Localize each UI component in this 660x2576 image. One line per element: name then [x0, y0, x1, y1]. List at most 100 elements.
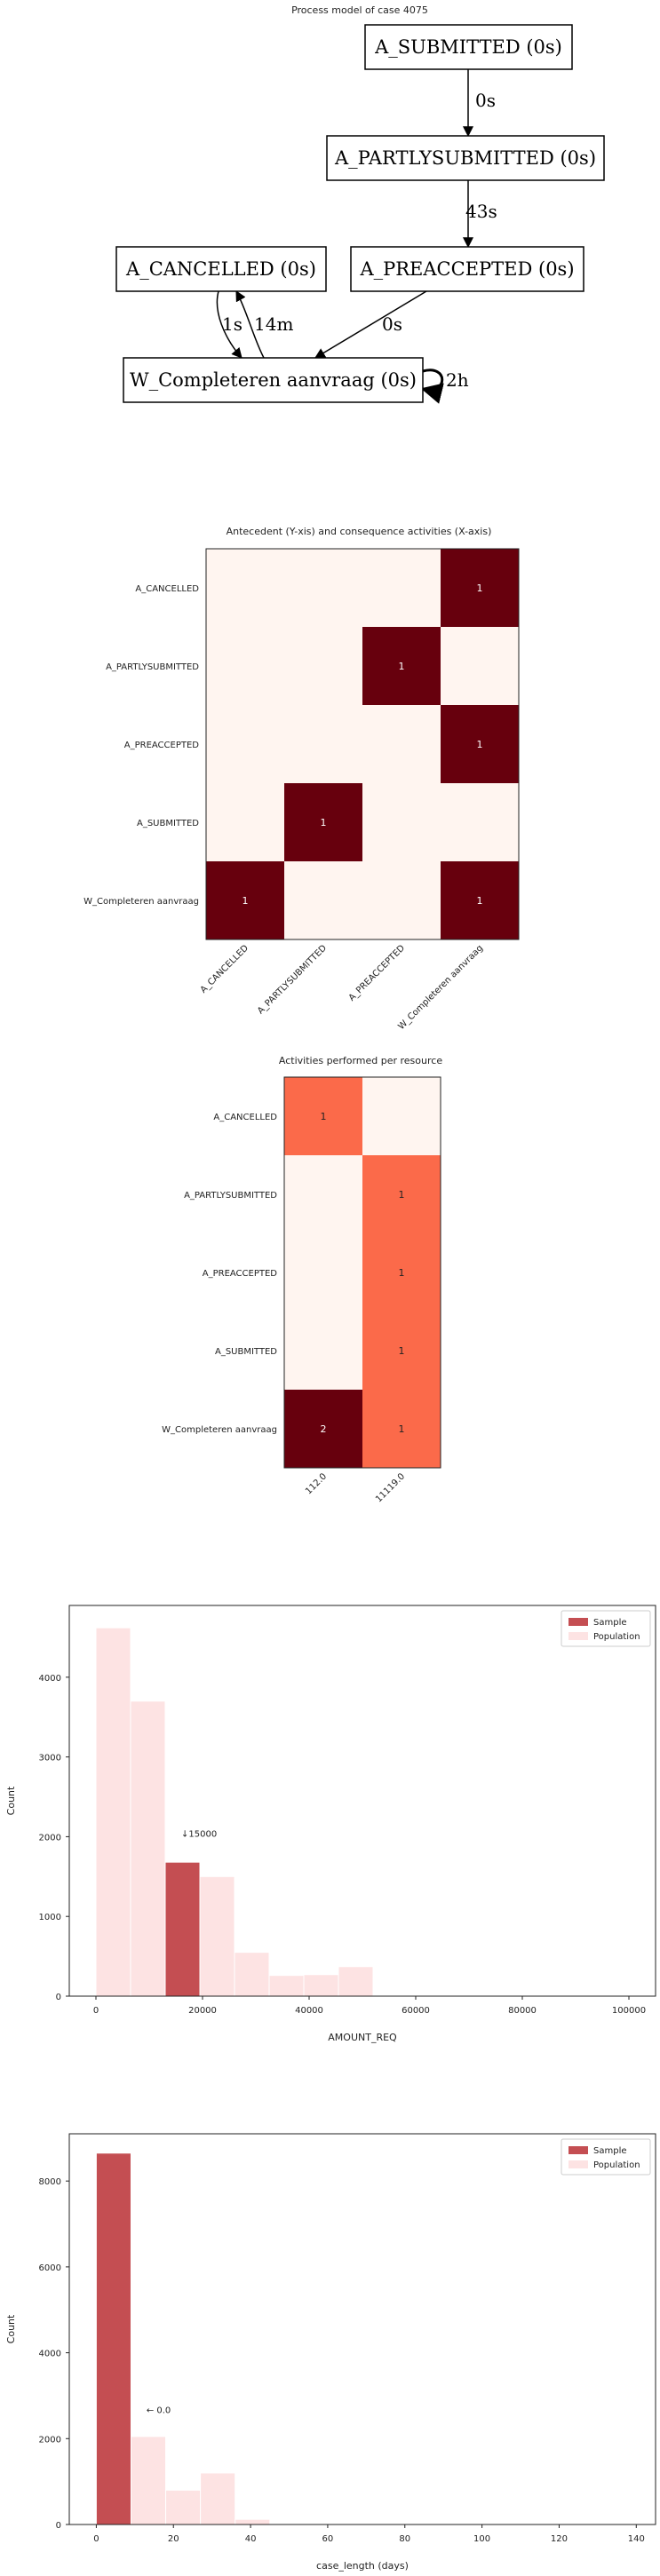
heat-cell-value: 1: [399, 661, 405, 672]
population-bar: [303, 1974, 339, 1997]
y-tick-label: 1000: [39, 1913, 61, 1922]
heat-cell-value: 1: [477, 895, 483, 907]
amount-req-histogram: 0 20000 40000 60000 80000 100000 0 1000 2000 3000…: [5, 1605, 656, 2043]
heatmap-frame: [205, 548, 520, 940]
population-bar: [130, 2436, 167, 2525]
heat-cell: [284, 1233, 362, 1312]
node-label-canc: A_CANCELLED (0s): [125, 258, 316, 280]
col-label: 112.0: [304, 1471, 329, 1496]
y-tick-label: 2000: [39, 1833, 61, 1843]
edge-label-part-pre: 43s: [465, 201, 497, 222]
heatmap2-title: Activities performed per resource: [279, 1055, 442, 1066]
legend-label-sample: Sample: [593, 2146, 627, 2156]
edge-canc-wc: [216, 290, 243, 359]
heat-cell: [441, 627, 519, 705]
heat-cell: [284, 627, 362, 705]
col-label: 11119.0: [374, 1471, 407, 1504]
x-tick-label: 40000: [295, 2006, 323, 2016]
y-tick-label: 2000: [39, 2435, 61, 2445]
annotation: ↓15000: [181, 1829, 217, 1839]
row-label: A_CANCELLED: [213, 1113, 277, 1122]
x-axis-label: case_length (days): [316, 2560, 409, 2572]
heat-cell: [362, 783, 441, 861]
row-label: W_Completeren aanvraag: [162, 1425, 277, 1435]
y-tick-label: 6000: [39, 2263, 61, 2273]
plot-frame: [68, 1605, 656, 1997]
population-bar: [165, 2489, 202, 2525]
heat-cell-value: 1: [321, 1111, 327, 1122]
heat-cell-value: 1: [399, 1423, 405, 1435]
legend-label-population: Population: [593, 2160, 640, 2170]
edge-wc-canc: [235, 289, 265, 359]
y-tick-label: 8000: [39, 2177, 61, 2187]
activities-per-resource-heatmap: Activities performed per resource 1 A_CAN…: [162, 1055, 442, 1504]
sample-bar: [164, 1861, 201, 1997]
heat-cell: [284, 861, 362, 939]
x-tick-label: 120: [551, 2534, 568, 2544]
node-label-part: A_PARTLYSUBMITTED (0s): [334, 147, 596, 169]
heat-cell: [362, 1155, 441, 1233]
heat-cell-value: 1: [477, 739, 483, 750]
node-box-pre: [350, 246, 584, 292]
heat-cell: [284, 1155, 362, 1233]
edge-pre-wc: [314, 290, 427, 359]
edge-label-wc-canc: 14m: [254, 313, 293, 335]
heat-cell: [441, 783, 519, 861]
node-box-sub: [364, 24, 573, 70]
population-bar: [268, 1975, 305, 1997]
heat-cell: [362, 1312, 441, 1390]
heat-cell: [206, 783, 284, 861]
heat-cell: [284, 783, 362, 861]
row-label: W_Completeren aanvraag: [83, 897, 199, 907]
annotation: ← 0.0: [147, 2406, 171, 2415]
antecedent-consequence-heatmap: Antecedent (Y-xis) and consequence activ…: [83, 526, 520, 1032]
legend-label-sample: Sample: [593, 1618, 627, 1628]
heatmap1-title: Antecedent (Y-xis) and consequence activ…: [227, 526, 492, 537]
row-label: A_SUBMITTED: [137, 819, 199, 828]
row-label: A_CANCELLED: [135, 584, 199, 594]
y-tick-label: 3000: [39, 1754, 61, 1764]
edge-wc-wc: [420, 369, 444, 404]
heat-cell-value: 1: [321, 817, 327, 828]
population-bar: [130, 1700, 166, 1997]
y-axis-label: Count: [5, 1786, 17, 1815]
legend-label-population: Population: [593, 1632, 640, 1642]
row-label: A_SUBMITTED: [215, 1347, 277, 1357]
node-box-part: [326, 135, 605, 181]
col-label: A_PREACCEPTED: [347, 943, 408, 1003]
heat-cell: [206, 705, 284, 783]
heat-cell-value: 1: [243, 895, 249, 907]
heat-cell: [362, 627, 441, 705]
heat-cell: [206, 627, 284, 705]
legend-swatch-population: [569, 2160, 588, 2168]
heat-cell: [362, 1233, 441, 1312]
population-bar: [200, 2472, 236, 2525]
heat-cell: [362, 1077, 441, 1155]
col-label: A_CANCELLED: [199, 943, 251, 995]
population-bar: [199, 1875, 235, 1997]
row-label: A_PREACCEPTED: [203, 1269, 278, 1279]
x-tick-label: 40: [245, 2534, 257, 2544]
y-tick-label: 0: [56, 1993, 61, 2002]
x-tick-label: 20000: [188, 2006, 217, 2016]
y-tick-label: 4000: [39, 2350, 61, 2359]
edge-label-pre-wc: 0s: [382, 313, 402, 335]
legend-swatch-population: [569, 1632, 588, 1640]
y-axis-label: Count: [5, 2314, 17, 2343]
row-label: A_PARTLYSUBMITTED: [184, 1191, 277, 1201]
heat-cell: [362, 1390, 441, 1468]
population-bar: [95, 1627, 131, 1997]
x-tick-label: 0: [93, 2534, 99, 2544]
x-tick-label: 100000: [612, 2006, 646, 2016]
heat-cell: [284, 1077, 362, 1155]
diagram-title: Process model of case 4075: [291, 4, 428, 16]
population-bar: [338, 1966, 374, 1997]
node-label-wc: W_Completeren aanvraag (0s): [130, 369, 417, 391]
x-tick-label: 60000: [402, 2006, 430, 2016]
heat-cell-value: 1: [477, 583, 483, 594]
sample-bar: [95, 2152, 131, 2525]
x-tick-label: 100: [473, 2534, 490, 2544]
heat-cell: [284, 1312, 362, 1390]
y-tick-label: 0: [56, 2521, 61, 2531]
heat-cell-value: 1: [399, 1345, 405, 1357]
